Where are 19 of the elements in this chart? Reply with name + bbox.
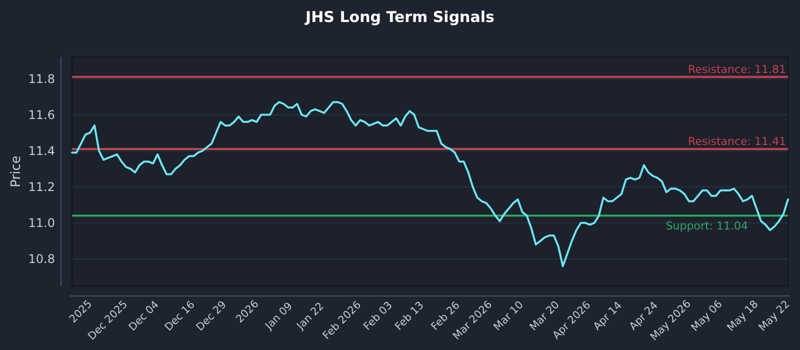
x-tick-label: Feb 03	[361, 299, 395, 333]
x-tick-label: Mar 10	[492, 298, 526, 334]
chart-title: JHS Long Term Signals	[304, 8, 495, 26]
y-tick-label: 11.4	[28, 144, 55, 158]
y-tick-label: 11.6	[28, 108, 55, 122]
x-tick-label: Dec 04	[126, 298, 162, 334]
y-tick-label: 11.8	[28, 72, 55, 86]
y-tick-label: 11.2	[28, 180, 55, 194]
x-tick-label: Apr 14	[591, 299, 625, 333]
line-series	[71, 101, 789, 268]
x-tick-label: Dec 29	[194, 298, 229, 334]
ref-line-label: Resistance: 11.41	[688, 134, 786, 148]
x-tick-label: Jan 09	[262, 300, 295, 333]
ref-line-label: Resistance: 11.81	[688, 62, 786, 76]
y-tick-label: 11.0	[28, 216, 55, 230]
ref-line-label: Support: 11.04	[666, 220, 748, 233]
y-axis-title: Price	[9, 156, 24, 188]
x-tick-label: Feb 13	[392, 299, 426, 333]
y-tick-label: 10.8	[28, 252, 55, 266]
